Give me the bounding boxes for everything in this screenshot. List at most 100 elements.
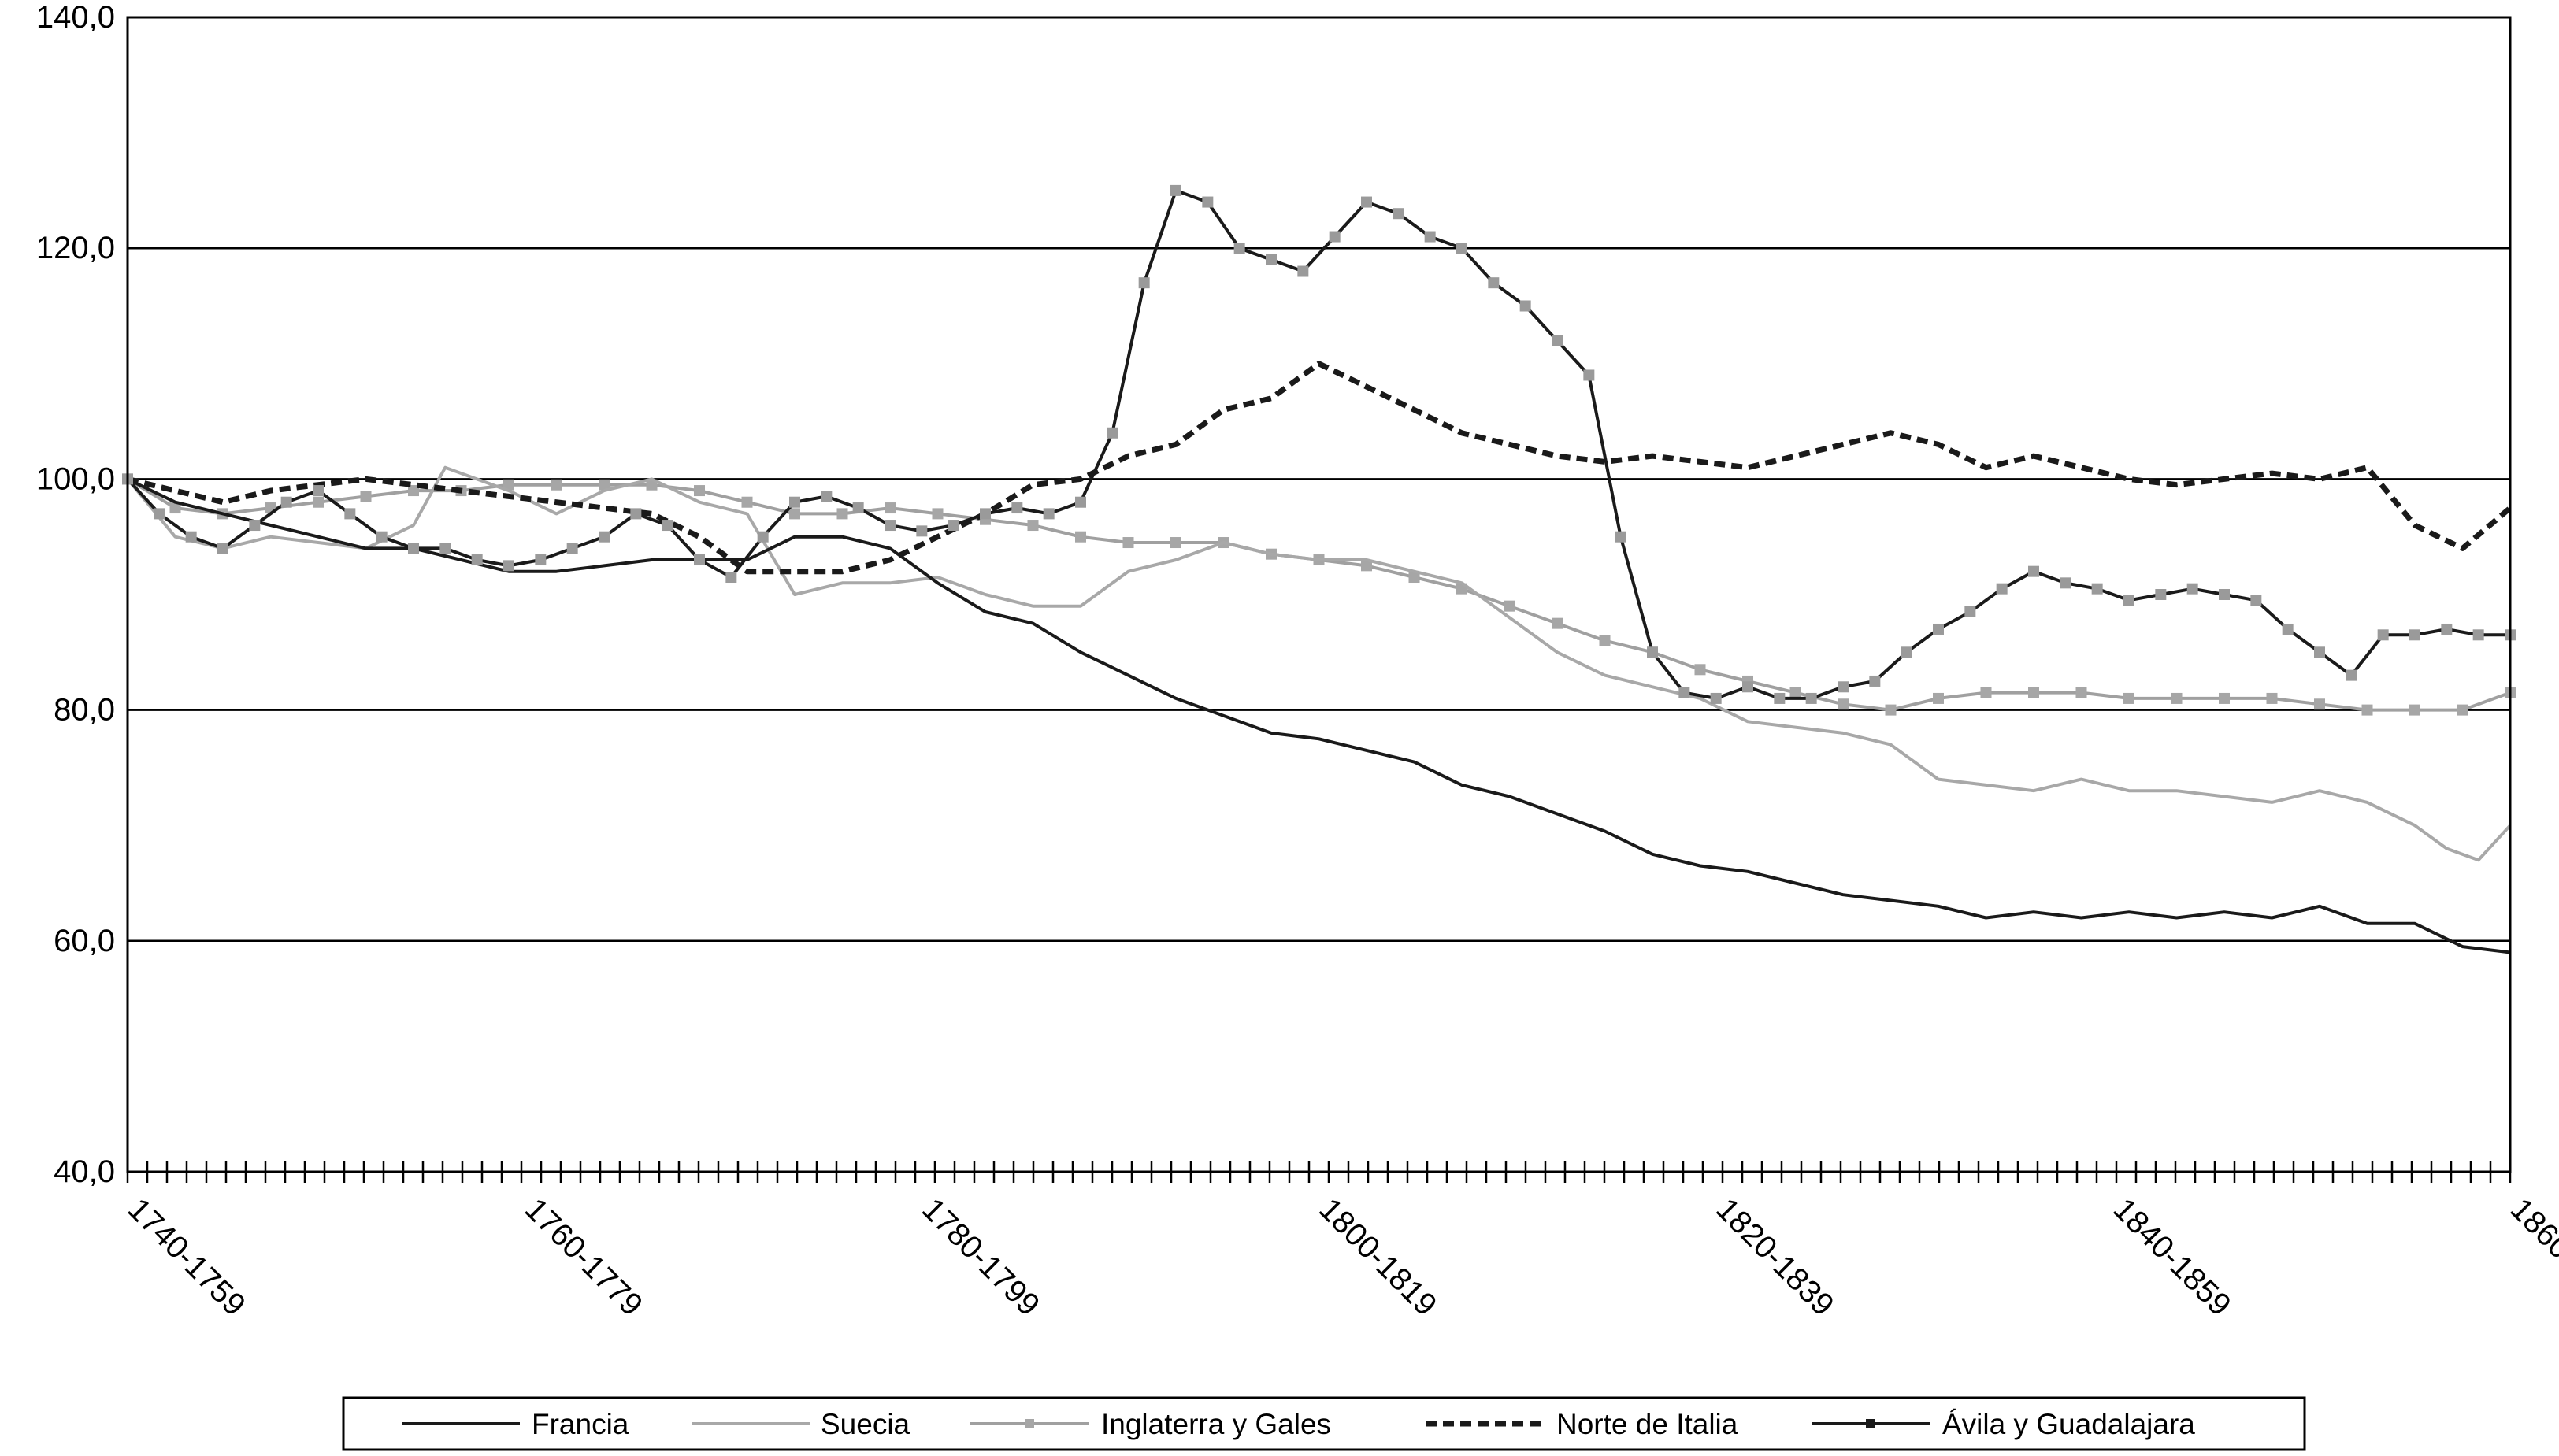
data-point-marker — [2250, 595, 2262, 606]
data-point-marker — [2091, 583, 2103, 595]
data-point-marker — [408, 543, 419, 554]
data-point-marker — [2314, 646, 2325, 658]
data-point-marker — [313, 485, 324, 497]
data-point-marker — [1027, 520, 1039, 532]
data-point-marker — [2123, 595, 2134, 606]
data-point-marker — [741, 496, 753, 508]
series-0 — [127, 477, 2511, 954]
data-point-marker — [2377, 629, 2389, 641]
data-point-marker — [885, 502, 896, 514]
data-point-marker — [1615, 531, 1626, 543]
data-point-marker — [2219, 589, 2230, 600]
data-point-marker — [2346, 669, 2357, 681]
y-tick-label: 120,0 — [36, 231, 115, 265]
series-1 — [126, 465, 2512, 862]
legend-label: Inglaterra y Gales — [1101, 1408, 1331, 1440]
data-point-marker — [599, 479, 610, 491]
data-point-marker — [852, 502, 864, 514]
y-tick-label: 60,0 — [54, 924, 115, 958]
x-tick-label: 1820-1839 — [1709, 1191, 1840, 1322]
legend-label: Norte de Italia — [1556, 1408, 1738, 1440]
data-point-marker — [599, 531, 610, 543]
legend-label: Francia — [532, 1408, 629, 1440]
x-tick-label: 1740-1759 — [121, 1191, 252, 1322]
data-point-marker — [2282, 623, 2294, 635]
data-point-marker — [980, 508, 991, 520]
data-point-marker — [1361, 196, 1372, 208]
data-point-marker — [1170, 537, 1181, 549]
data-point-marker — [1552, 617, 1563, 629]
data-point-marker — [360, 491, 372, 502]
data-point-marker — [1122, 537, 1134, 549]
legend-entry: Inglaterra y Gales — [970, 1408, 1331, 1440]
data-point-marker — [503, 479, 514, 491]
data-point-marker — [1456, 243, 1467, 254]
data-point-marker — [376, 531, 388, 543]
data-point-marker — [1329, 231, 1341, 243]
y-tick-label: 40,0 — [54, 1154, 115, 1189]
y-tick-label: 80,0 — [54, 693, 115, 728]
data-point-marker — [1838, 698, 1849, 710]
data-point-marker — [1519, 300, 1531, 312]
data-point-marker — [2472, 629, 2484, 641]
data-point-marker — [2060, 577, 2071, 589]
data-point-marker — [1552, 335, 1563, 346]
data-point-marker — [1361, 560, 1372, 572]
data-point-marker — [2266, 692, 2278, 704]
data-point-marker — [1742, 681, 1753, 693]
legend: Francia Suecia Inglaterra y Gales Norte de … — [342, 1396, 2306, 1451]
data-point-marker — [2314, 698, 2325, 710]
data-point-marker — [1583, 369, 1595, 381]
data-point-marker — [821, 491, 833, 502]
data-point-marker — [2171, 692, 2183, 704]
data-point-marker — [439, 543, 451, 554]
legend-label: Suecia — [821, 1408, 910, 1440]
data-point-marker — [694, 485, 705, 497]
data-point-marker — [789, 496, 800, 508]
y-tick-label: 140,0 — [36, 0, 115, 35]
data-point-marker — [1488, 277, 1500, 289]
data-point-marker — [1710, 692, 1722, 704]
data-point-marker — [1980, 687, 1992, 698]
data-point-marker — [757, 531, 769, 543]
data-point-marker — [789, 508, 800, 520]
data-point-marker — [1107, 427, 1118, 439]
data-point-marker — [2075, 687, 2087, 698]
legend-marker — [1866, 1419, 1875, 1428]
data-point-marker — [694, 554, 705, 566]
series-line — [126, 465, 2512, 862]
data-point-marker — [1789, 687, 1801, 698]
data-point-marker — [2457, 704, 2468, 716]
data-point-marker — [566, 543, 578, 554]
data-point-marker — [217, 543, 228, 554]
data-point-marker — [885, 520, 896, 532]
data-point-marker — [1408, 572, 1420, 584]
data-point-marker — [948, 520, 959, 532]
series-3 — [127, 361, 2513, 575]
data-point-marker — [2219, 692, 2230, 704]
data-point-marker — [154, 508, 165, 520]
series-line — [126, 188, 2510, 700]
data-point-marker — [932, 508, 944, 520]
x-tick-label: 1780-1799 — [915, 1191, 1046, 1322]
data-point-marker — [2441, 623, 2453, 635]
data-point-marker — [1075, 531, 1086, 543]
y-axis-ticks: 40,0 60,0 80,0 100,0 120,0 140,0 — [36, 0, 115, 1189]
data-point-marker — [1202, 196, 1214, 208]
data-point-marker — [1838, 681, 1849, 693]
data-point-marker — [1678, 687, 1690, 698]
data-point-marker — [725, 572, 737, 584]
series — [122, 184, 2516, 954]
data-point-marker — [2361, 704, 2373, 716]
data-point-marker — [1424, 231, 1436, 243]
x-axis-ticks: 1740-1759 1760-1779 1780-1799 1800-1819 1820… — [121, 1161, 2559, 1323]
legend-entry: Norte de Italia — [1426, 1408, 1738, 1440]
data-point-marker — [1075, 496, 1086, 508]
x-tick-label: 1860-1879 — [2504, 1191, 2559, 1322]
legend-entry: Francia — [402, 1408, 629, 1440]
data-point-marker — [662, 520, 673, 532]
x-tick-label: 1800-1819 — [1312, 1191, 1443, 1322]
legend-box — [342, 1396, 2306, 1451]
series-4 — [122, 184, 2516, 704]
